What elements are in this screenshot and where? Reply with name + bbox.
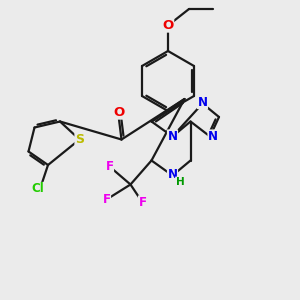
Text: S: S	[75, 133, 84, 146]
Text: Cl: Cl	[31, 182, 44, 196]
Text: N: N	[167, 167, 178, 181]
Text: N: N	[208, 130, 218, 143]
Text: O: O	[113, 106, 124, 119]
Text: O: O	[162, 19, 174, 32]
Text: N: N	[197, 95, 208, 109]
Text: F: F	[103, 193, 110, 206]
Text: F: F	[106, 160, 113, 173]
Text: F: F	[139, 196, 146, 209]
Text: H: H	[176, 177, 184, 187]
Text: N: N	[167, 130, 178, 143]
